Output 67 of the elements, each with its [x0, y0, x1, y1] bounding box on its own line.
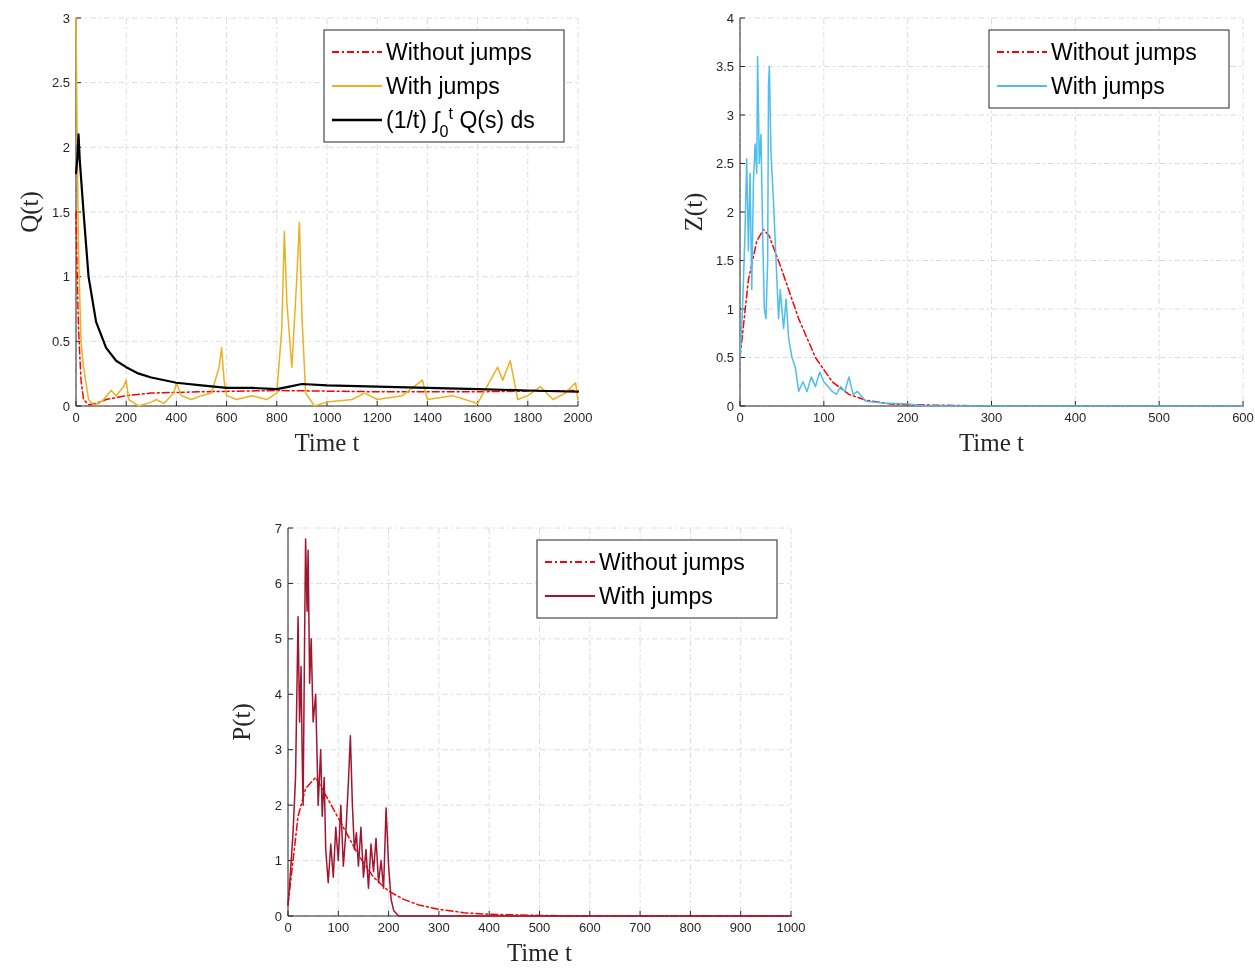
x-tick-label: 600 [1232, 410, 1254, 425]
x-tick-label: 300 [428, 920, 450, 935]
y-tick-label: 0.5 [715, 350, 734, 366]
y-tick-label: 2 [62, 139, 70, 155]
x-tick-label: 1400 [412, 410, 442, 425]
x-tick-label: 200 [896, 410, 919, 425]
x-tick-label: 300 [980, 410, 1003, 425]
y-tick-label: 3 [726, 107, 734, 123]
y-tick-label: 0.5 [51, 333, 70, 349]
x-tick-label: 100 [812, 410, 835, 425]
x-tick-label: 1000 [312, 410, 342, 425]
y-axis-title: Z(t) [680, 192, 708, 232]
x-tick-label: 0 [736, 410, 744, 425]
y-tick-label: 2 [726, 204, 734, 220]
y-tick-label: 1 [274, 853, 282, 869]
x-axis-title: Time t [958, 429, 1025, 456]
y-tick-label: 1 [62, 269, 70, 285]
x-tick-label: 600 [578, 920, 601, 935]
x-tick-label: 500 [528, 920, 551, 935]
y-tick-label: 0 [62, 398, 70, 414]
y-tick-label: 7 [274, 520, 282, 536]
y-axis-title: P(t) [228, 703, 256, 741]
y-tick-label: 2.5 [51, 75, 70, 91]
legend-label: Without jumps [599, 549, 745, 576]
x-tick-label: 1200 [362, 410, 392, 425]
y-tick-label: 3 [274, 742, 282, 758]
x-tick-label: 2000 [563, 410, 593, 425]
x-tick-label: 100 [327, 920, 350, 935]
legend-label: (1/t) ∫$_{0}$$^{t}$ Q(s) ds [386, 104, 535, 141]
y-tick-label: 3.5 [715, 59, 734, 75]
x-tick-label: 200 [115, 410, 138, 425]
y-tick-label: 1.5 [51, 204, 70, 220]
x-tick-label: 1800 [513, 410, 543, 425]
y-tick-label: 6 [274, 575, 282, 591]
legend-label: Without jumps [386, 39, 532, 66]
legend-label: With jumps [1051, 73, 1165, 100]
y-axis-title: Q(t) [16, 191, 44, 233]
x-tick-label: 0 [284, 920, 292, 935]
y-tick-label: 2 [274, 797, 282, 813]
x-tick-label: 400 [165, 410, 188, 425]
x-tick-label: 400 [478, 920, 501, 935]
x-tick-label: 400 [1064, 410, 1087, 425]
y-tick-label: 1 [726, 301, 734, 317]
line-series [75, 17, 579, 407]
x-tick-label: 0 [72, 410, 80, 425]
y-tick-label: 4 [726, 10, 734, 26]
y-tick-label: 3 [62, 10, 70, 26]
x-axis-title: Time t [506, 939, 573, 966]
legend-label: With jumps [386, 73, 500, 100]
legend-label: Without jumps [1051, 39, 1197, 66]
x-axis-title: Time t [294, 429, 360, 456]
x-tick-label: 700 [629, 920, 651, 935]
y-tick-label: 0 [274, 908, 282, 924]
x-tick-label: 800 [679, 920, 702, 935]
y-tick-label: 1.5 [715, 253, 734, 269]
x-tick-label: 1000 [776, 920, 806, 935]
x-tick-label: 600 [215, 410, 238, 425]
x-tick-label: 900 [729, 920, 752, 935]
x-tick-label: 200 [377, 920, 400, 935]
y-tick-label: 4 [274, 686, 282, 702]
y-tick-label: 0 [726, 398, 734, 414]
x-tick-label: 1600 [463, 410, 493, 425]
legend-label: With jumps [599, 583, 713, 610]
x-tick-label: 800 [265, 410, 288, 425]
x-tick-label: 500 [1148, 410, 1171, 425]
y-tick-label: 5 [274, 631, 282, 647]
y-tick-label: 2.5 [715, 156, 734, 172]
